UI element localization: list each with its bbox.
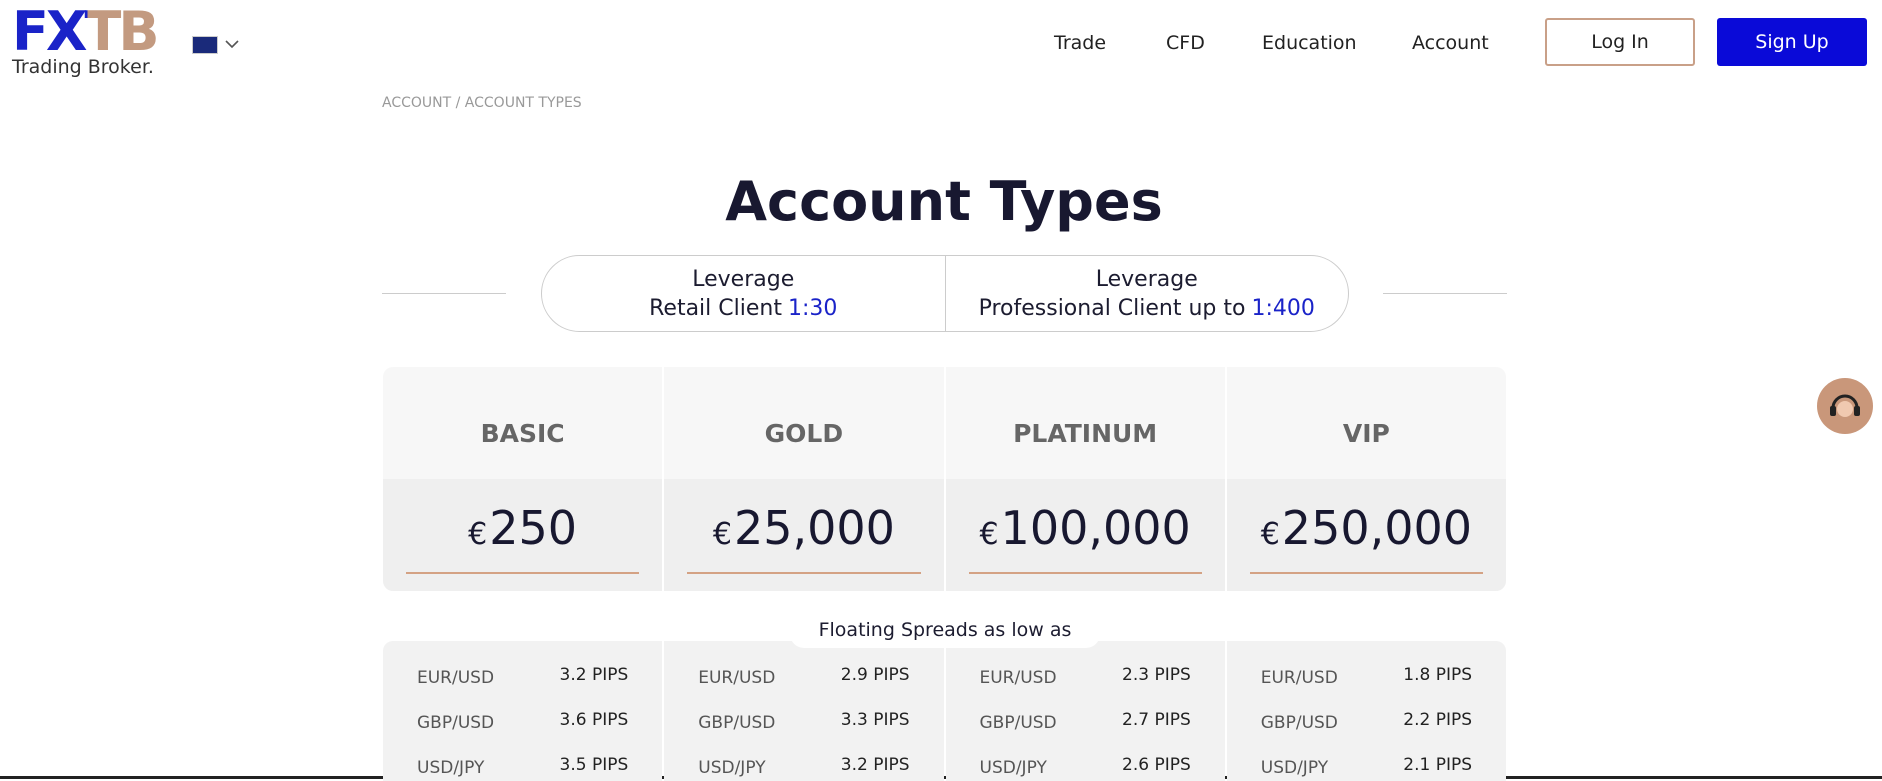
logo[interactable]: FXTB [12,0,160,63]
divider [1383,293,1507,294]
divider [382,293,506,294]
plan-deposit: €25,000 [664,501,943,555]
support-chat-button[interactable] [1817,378,1873,434]
spread-value: 3.2 PIPS [559,665,629,685]
spreads-card: EUR/USD 2.3 PIPS GBP/USD 2.7 PIPS USD/JPY 2.6… [945,641,1225,781]
plan-card: VIP €250,000 [1226,367,1506,591]
currency-pair: USD/JPY [417,758,485,778]
deposit-underline [968,572,1202,574]
plan-card: GOLD €25,000 [664,367,944,591]
plan-deposit: €250,000 [1227,501,1506,555]
plan-name: VIP [1342,419,1390,448]
deposit-underline [1249,572,1483,574]
language-flag[interactable] [192,36,218,54]
leverage-line: Retail Client 1:30 [542,294,945,323]
currency: € [1260,517,1280,552]
amount: 250 [489,501,578,555]
spread-value: 3.6 PIPS [559,710,629,730]
currency-pair: EUR/USD [698,668,776,688]
currency: € [468,517,488,552]
currency-pair: GBP/USD [1260,713,1338,733]
currency-pair: USD/JPY [1260,758,1329,778]
plan-name: BASIC [480,419,565,448]
currency: € [979,517,999,552]
leverage-ratio: 1:30 [787,296,838,321]
currency: € [712,517,732,552]
leverage-label: Leverage [692,267,795,292]
spread-value: 3.3 PIPS [840,710,910,730]
plan-card: BASIC €250 [383,367,663,591]
plan-deposit: €100,000 [946,501,1225,555]
currency-pair: GBP/USD [698,713,776,733]
deposit-underline [687,572,921,574]
plan-name: GOLD [764,419,844,448]
leverage-ratio: 1:400 [1251,296,1315,321]
deposit-underline [406,572,640,574]
spread-value: 2.9 PIPS [840,665,910,685]
breadcrumb[interactable]: ACCOUNT / ACCOUNT TYPES [382,95,582,111]
signup-button[interactable]: Sign Up [1717,18,1867,66]
spreads-card: EUR/USD 3.2 PIPS GBP/USD 3.6 PIPS USD/JPY 3.5… [383,641,663,781]
spread-value: 3.5 PIPS [559,755,629,775]
spread-value: 2.1 PIPS [1403,755,1472,775]
headset-icon [1830,394,1860,417]
plan-name: PLATINUM [1013,419,1158,448]
client-type: Retail Client [649,296,782,321]
currency-pair: EUR/USD [417,668,495,688]
spread-value: 2.3 PIPS [1122,665,1191,685]
spread-value: 2.2 PIPS [1403,710,1472,730]
nav-link[interactable]: CFD [1166,32,1205,54]
currency-pair: USD/JPY [698,758,766,778]
spread-value: 2.7 PIPS [1122,710,1191,730]
currency-pair: GBP/USD [979,713,1057,733]
nav-link[interactable]: Trade [1054,32,1107,54]
page-title: Account Types [725,170,1163,233]
currency-pair: GBP/USD [417,713,495,733]
amount: 100,000 [1000,501,1191,555]
spreads-card: EUR/USD 1.8 PIPS GBP/USD 2.2 PIPS USD/JPY 2.1… [1226,641,1506,781]
spread-value: 3.2 PIPS [840,755,910,775]
leverage-line: Professional Client up to 1:400 [946,294,1349,323]
plan-deposit: €250 [383,501,662,555]
nav-link[interactable]: Account [1412,32,1489,54]
language-caret[interactable] [224,38,240,50]
nav-link[interactable]: Education [1262,32,1357,54]
spreads-card: EUR/USD 2.9 PIPS GBP/USD 3.3 PIPS USD/JPY 3.2… [664,641,944,781]
tagline: Trading Broker. [12,56,154,78]
spread-value: 2.6 PIPS [1122,755,1191,775]
client-type: Professional Client up to [978,296,1246,321]
amount: 250,000 [1281,501,1473,555]
leverage-item: Leverage Professional Client up to 1:400 [944,256,1349,331]
currency-pair: USD/JPY [979,758,1047,778]
plan-card: PLATINUM €100,000 [945,367,1225,591]
login-button[interactable]: Log In [1545,18,1695,66]
leverage-label: Leverage [1095,267,1198,292]
leverage-item: Leverage Retail Client 1:30 [542,256,945,331]
spread-value: 1.8 PIPS [1403,665,1472,685]
currency-pair: EUR/USD [979,668,1057,688]
spreads-label: Floating Spreads as low as [790,608,1100,648]
leverage-box: Leverage Retail Client 1:30 Leverage Profess… [541,255,1349,332]
amount: 25,000 [733,501,895,555]
currency-pair: EUR/USD [1260,668,1338,688]
